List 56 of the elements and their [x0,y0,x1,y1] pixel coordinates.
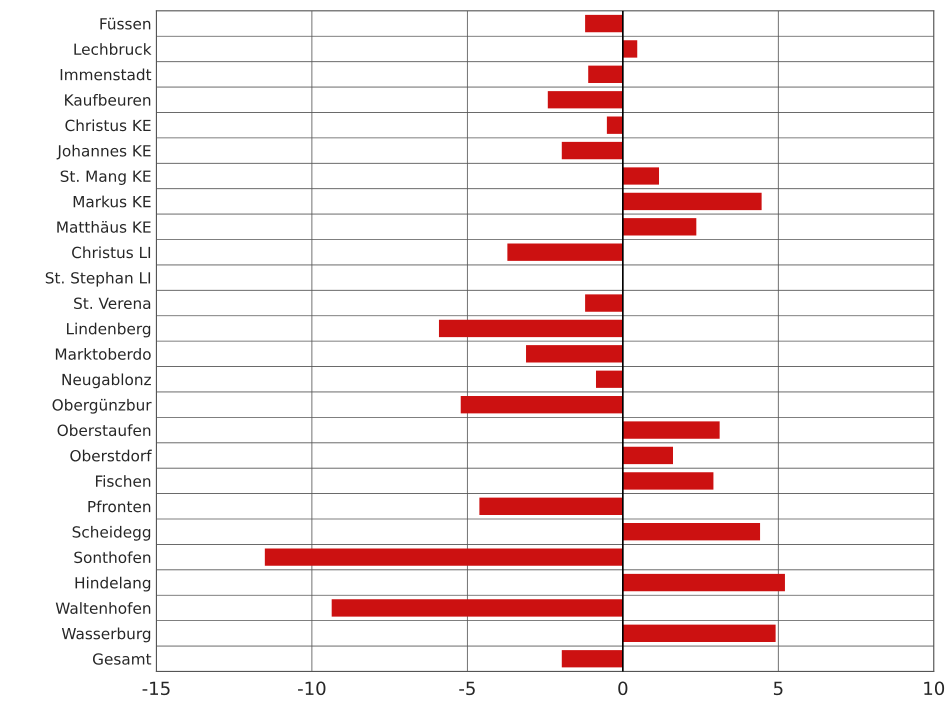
bar [622,523,760,540]
bar [438,320,624,338]
y-tick-label: St. Stephan LI [46,272,150,287]
bar [507,244,624,261]
y-tick-label: Pfronten [88,500,150,512]
bar [622,624,776,642]
y-tick-label: Matthäus KE [57,221,151,233]
y-tick-label: Lindenberg [67,322,150,338]
bar [585,294,624,312]
bar [622,167,660,185]
bar [548,91,624,108]
bar [606,116,624,134]
bar [264,548,624,566]
bar [562,142,624,160]
bar [622,192,762,210]
bar [622,446,674,464]
y-tick-label: Kaufbeuren [65,94,150,106]
y-tick-label: Immenstadt [60,68,152,80]
y-tick-label: Fischen [96,475,150,487]
bar [526,345,624,363]
x-tick-label: -5 [459,682,475,696]
y-tick-label: Füssen [100,18,150,30]
y-tick-label: Wasserburg [62,628,150,642]
bar [479,498,624,515]
bar [622,574,785,592]
y-tick-label: St. Mang KE [60,170,151,185]
x-tick-label: -15 [142,682,170,696]
y-tick-label: Oberstdorf [70,450,152,462]
bar [622,472,714,490]
bar [622,218,696,236]
y-tick-label: Obergünzbur [52,398,152,414]
y-tick-label: Christus KE [65,119,151,132]
y-tick-label: Waltenhofen [56,602,150,614]
bar [562,650,624,668]
x-tick-label: 0 [618,682,628,696]
y-tick-label: Johannes KE [56,144,151,160]
x-tick-label: -10 [298,682,326,696]
bar [588,66,624,84]
bar [596,370,624,388]
x-tick-label: 10 [924,682,944,696]
y-tick-label: Gesamt [92,653,152,665]
y-tick-label: Lechbruck [74,43,152,55]
bar [622,421,720,439]
y-tick-label: Hindelang [76,576,150,592]
y-tick-label: Sonthofen [74,551,150,564]
bar [585,14,624,32]
y-tick-label: Christus LI [72,246,150,258]
y-tick-label: St. Verena [74,297,150,310]
y-tick-label: Oberstaufen [58,424,150,436]
y-tick-label: Neugablonz [62,373,151,388]
bar [332,599,624,617]
y-tick-label: Markus KE [74,196,151,208]
bar [460,396,624,414]
y-tick-label: Scheidegg [72,526,150,541]
y-tick-label: Marktoberdo [56,348,151,360]
x-tick-label: 5 [774,682,782,696]
